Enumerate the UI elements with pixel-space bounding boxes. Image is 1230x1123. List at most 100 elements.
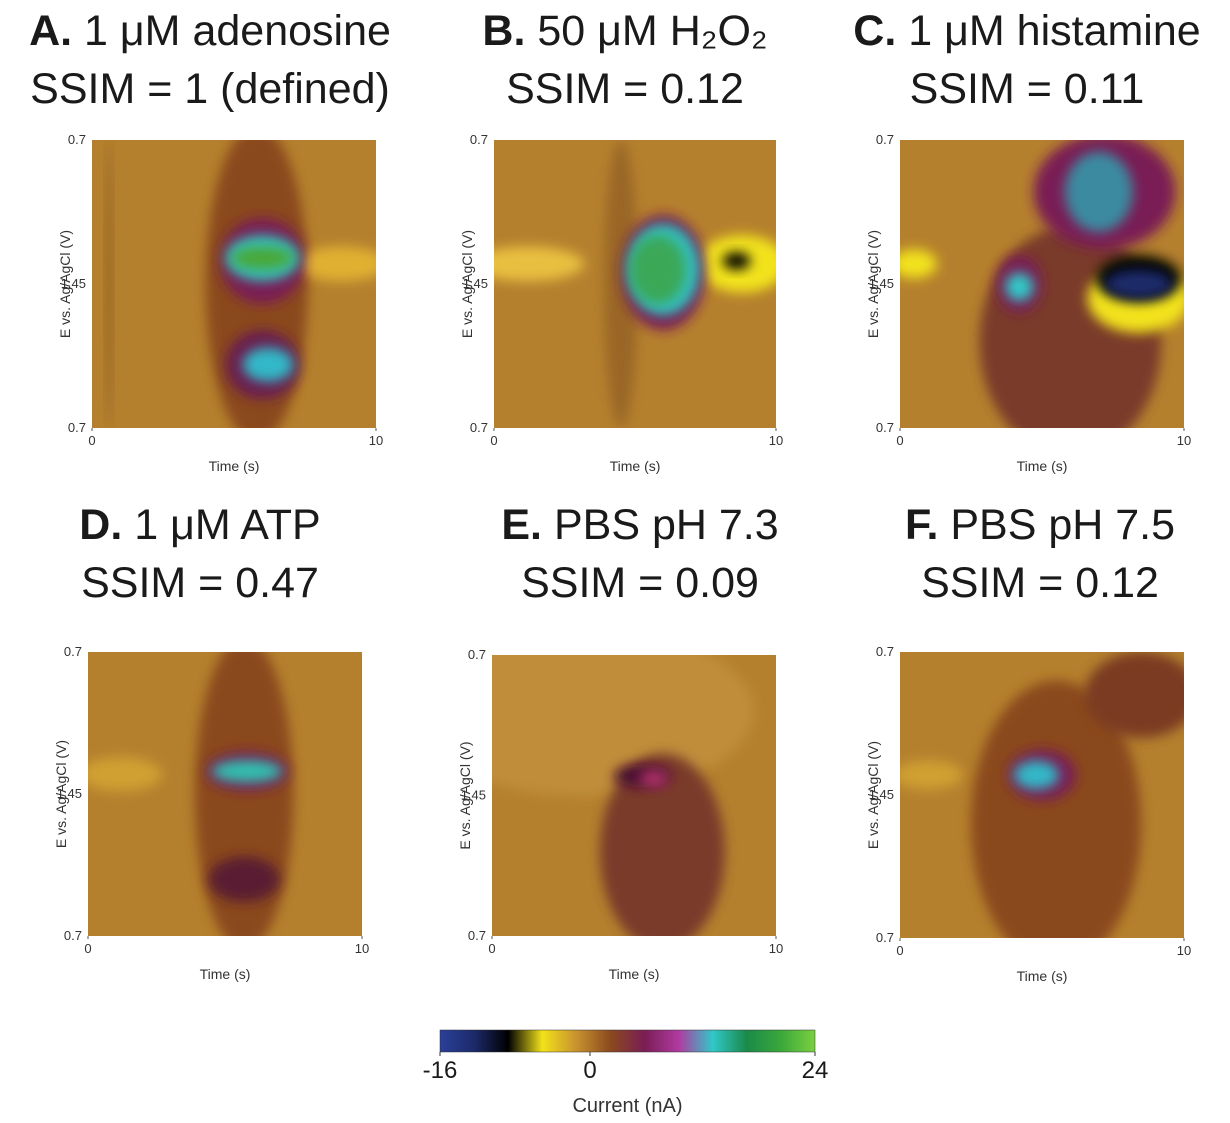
colorbar-label: Current (nA) bbox=[572, 1095, 682, 1117]
panel-label: F. bbox=[905, 501, 938, 549]
x-tick-label: 10 bbox=[1177, 433, 1191, 448]
panel-subtitle: SSIM = 0.12 bbox=[506, 65, 744, 113]
heatmap-region bbox=[88, 757, 162, 792]
heatmap-region bbox=[1104, 269, 1173, 299]
x-axis-label: Time (s) bbox=[1017, 968, 1068, 984]
y-tick-label: 1.45 bbox=[869, 276, 894, 291]
x-tick-label: 10 bbox=[1177, 943, 1191, 958]
x-axis-label: Time (s) bbox=[609, 966, 660, 982]
y-tick-label: 0.7 bbox=[68, 132, 86, 147]
heatmap-regions bbox=[106, 140, 376, 428]
heatmap-region bbox=[639, 770, 669, 788]
y-axis-label: E vs. Ag/AgCl (V) bbox=[457, 741, 473, 849]
y-tick-label: 1.45 bbox=[61, 276, 86, 291]
heatmap-region bbox=[194, 652, 294, 936]
y-tick-label: 1.45 bbox=[461, 788, 486, 803]
heatmap-regions bbox=[88, 652, 294, 936]
colorbar-tick-label: -16 bbox=[423, 1057, 458, 1084]
x-tick-label: 10 bbox=[355, 941, 369, 956]
panel-subtitle: SSIM = 0.12 bbox=[921, 559, 1159, 607]
y-tick-label: 0.7 bbox=[470, 420, 488, 435]
heatmap-region bbox=[1005, 272, 1034, 302]
heatmap-region bbox=[900, 760, 963, 790]
panel-label: A. bbox=[29, 7, 72, 55]
y-tick-label: 0.7 bbox=[468, 647, 486, 662]
panel-title-text: 50 μM H₂O₂ bbox=[537, 7, 767, 55]
y-tick-label: 1.45 bbox=[869, 787, 894, 802]
panel-title: C. 1 μM histamine bbox=[853, 7, 1200, 55]
x-tick-label: 0 bbox=[490, 433, 497, 448]
panel-subtitle: SSIM = 1 (defined) bbox=[30, 65, 390, 113]
y-axis-label: E vs. Ag/AgCl (V) bbox=[57, 230, 73, 338]
panel-title: B. 50 μM H₂O₂ bbox=[482, 7, 767, 55]
heatmap-region bbox=[629, 235, 686, 305]
y-tick-label: 1.45 bbox=[463, 276, 488, 291]
heatmap-regions bbox=[494, 140, 776, 428]
colorbar-tick-label: 24 bbox=[802, 1057, 829, 1084]
panel-label: E. bbox=[501, 501, 542, 549]
y-tick-label: 0.7 bbox=[876, 930, 894, 945]
panel-title: F. PBS pH 7.5 bbox=[905, 501, 1175, 549]
y-tick-label: 0.7 bbox=[68, 420, 86, 435]
y-tick-label: 0.7 bbox=[64, 644, 82, 659]
y-axis-label: E vs. Ag/AgCl (V) bbox=[865, 230, 881, 338]
x-tick-label: 0 bbox=[84, 941, 91, 956]
y-tick-label: 0.7 bbox=[876, 644, 894, 659]
x-tick-label: 0 bbox=[488, 941, 495, 956]
colorbar bbox=[439, 1029, 816, 1053]
heatmap-region bbox=[492, 655, 754, 796]
x-axis-label: Time (s) bbox=[209, 458, 260, 474]
heatmap-region bbox=[1064, 151, 1133, 233]
panel-title-text: 1 μM histamine bbox=[908, 7, 1200, 55]
panel: A. 1 μM adenosine SSIM = 1 (defined) 0.7 1.… bbox=[29, 7, 391, 474]
heatmap-region bbox=[900, 249, 937, 279]
y-tick-label: 0.7 bbox=[876, 132, 894, 147]
x-tick-label: 0 bbox=[896, 433, 903, 448]
y-tick-label: 0.7 bbox=[470, 132, 488, 147]
x-axis-label: Time (s) bbox=[610, 458, 661, 474]
panel-subtitle: SSIM = 0.47 bbox=[81, 559, 319, 607]
heatmap-regions bbox=[492, 655, 754, 936]
y-tick-label: 0.7 bbox=[468, 928, 486, 943]
panel-title: A. 1 μM adenosine bbox=[29, 7, 391, 55]
colorbar-tick-label: 0 bbox=[583, 1057, 596, 1084]
heatmap-region bbox=[296, 246, 376, 282]
panel-label: D. bbox=[79, 501, 122, 549]
y-axis-label: E vs. Ag/AgCl (V) bbox=[53, 740, 69, 848]
heatmap-regions bbox=[900, 140, 1184, 428]
y-tick-label: 0.7 bbox=[64, 928, 82, 943]
panel-title: D. 1 μM ATP bbox=[79, 501, 320, 549]
panel-subtitle: SSIM = 0.11 bbox=[910, 65, 1145, 113]
y-tick-label: 1.45 bbox=[57, 786, 82, 801]
heatmap-region bbox=[106, 140, 112, 428]
panel-title: E. PBS pH 7.3 bbox=[501, 501, 778, 549]
heatmap-region bbox=[599, 753, 725, 936]
heatmap-region bbox=[208, 856, 280, 902]
panel-title-text: PBS pH 7.3 bbox=[554, 501, 779, 549]
panel-subtitle: SSIM = 0.09 bbox=[521, 559, 759, 607]
panel-label: B. bbox=[482, 7, 525, 55]
panel-label: C. bbox=[853, 7, 896, 55]
heatmap-regions bbox=[900, 652, 1184, 938]
heatmap-region bbox=[722, 252, 751, 270]
heatmap-region bbox=[1013, 760, 1060, 790]
x-axis-label: Time (s) bbox=[200, 966, 251, 982]
x-tick-label: 0 bbox=[88, 433, 95, 448]
x-tick-label: 10 bbox=[769, 433, 783, 448]
x-tick-label: 0 bbox=[896, 943, 903, 958]
y-axis-label: E vs. Ag/AgCl (V) bbox=[865, 741, 881, 849]
heatmap-region bbox=[211, 759, 283, 783]
heatmap-region bbox=[603, 140, 638, 428]
heatmap-region bbox=[494, 246, 585, 282]
y-axis-label: E vs. Ag/AgCl (V) bbox=[459, 230, 475, 338]
x-tick-label: 10 bbox=[769, 941, 783, 956]
panel-title-text: PBS pH 7.5 bbox=[950, 501, 1175, 549]
heatmap-region bbox=[971, 680, 1142, 938]
panel-title-text: 1 μM ATP bbox=[134, 501, 320, 549]
